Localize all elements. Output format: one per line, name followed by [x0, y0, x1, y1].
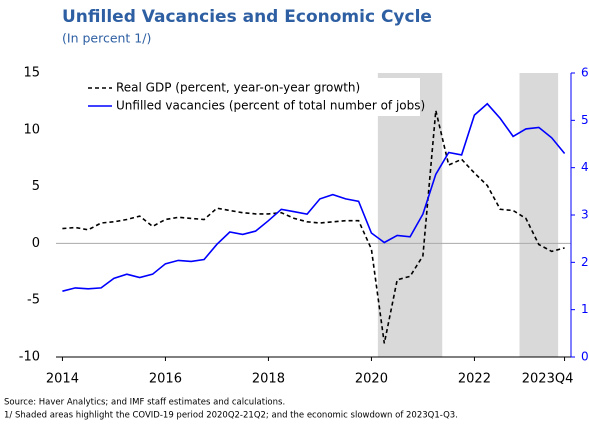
- y2-tick-label: 1: [581, 302, 589, 316]
- x-tick-label: 2018: [252, 372, 285, 387]
- y2-tick-label: 6: [581, 66, 589, 80]
- y2-tick-label: 3: [581, 208, 589, 222]
- y-tick-label: 5: [32, 179, 40, 194]
- chart-title: Unfilled Vacancies and Economic Cycle: [62, 7, 432, 27]
- y2-tick-label: 5: [581, 113, 589, 127]
- y2-tick-label: 2: [581, 255, 589, 269]
- x-tick-label: 2023Q4: [522, 372, 574, 387]
- x-tick-label: 2022: [458, 372, 491, 387]
- y-tick-label: -5: [27, 293, 40, 308]
- legend-label: Real GDP (percent, year-on-year growth): [116, 81, 360, 95]
- y-tick-label: 15: [23, 66, 40, 81]
- x-tick-label: 2016: [149, 372, 182, 387]
- x-tick-label: 2014: [46, 372, 79, 387]
- x-tick-label: 2020: [355, 372, 388, 387]
- source: Source: Haver Analytics; and IMF staff e…: [4, 398, 285, 408]
- y-tick-label: 10: [23, 122, 40, 137]
- y2-tick-label: 4: [581, 160, 589, 174]
- shaded-period: [377, 73, 443, 357]
- shaded-period: [519, 73, 559, 357]
- y-tick-label: -10: [19, 350, 40, 365]
- y2-tick-label: 0: [581, 350, 589, 364]
- series-line: [62, 102, 566, 292]
- chart-subtitle: (In percent 1/): [62, 31, 151, 46]
- legend-label: Unfilled vacancies (percent of total num…: [116, 99, 425, 113]
- legend-box: [80, 78, 420, 116]
- note: 1/ Shaded areas highlight the COVID-19 p…: [4, 411, 458, 421]
- series-line: [62, 110, 565, 344]
- y-tick-label: 0: [32, 236, 40, 251]
